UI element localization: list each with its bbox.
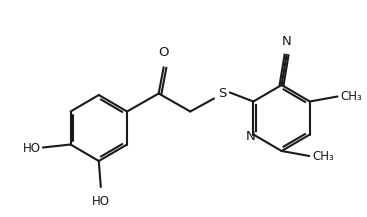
Text: S: S bbox=[218, 87, 226, 100]
Text: CH₃: CH₃ bbox=[341, 90, 362, 103]
Text: O: O bbox=[158, 46, 169, 59]
Text: CH₃: CH₃ bbox=[312, 150, 334, 163]
Text: N: N bbox=[246, 130, 255, 143]
Text: HO: HO bbox=[92, 195, 110, 208]
Text: HO: HO bbox=[23, 142, 41, 155]
Text: N: N bbox=[281, 35, 291, 48]
